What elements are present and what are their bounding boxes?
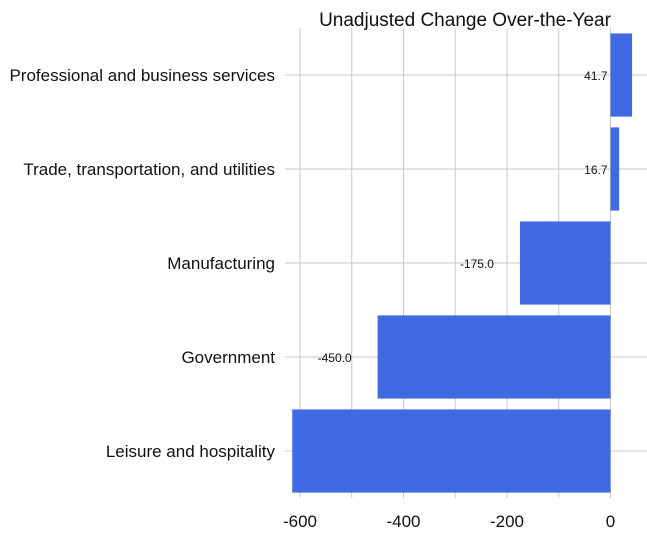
category-label: Professional and business services — [9, 66, 275, 85]
bar — [519, 221, 611, 305]
data-label: 41.7 — [584, 69, 608, 83]
x-tick-label: 0 — [606, 512, 615, 531]
category-label: Trade, transportation, and utilities — [23, 160, 275, 179]
data-label: -450.0 — [318, 351, 352, 365]
category-label: Leisure and hospitality — [106, 442, 276, 461]
x-tick-label: -400 — [386, 512, 420, 531]
category-label: Manufacturing — [167, 254, 275, 273]
x-tick-labels: -600 -400 -200 0 — [283, 512, 615, 531]
category-labels: Professional and business services Trade,… — [9, 66, 275, 461]
bar — [610, 127, 620, 211]
bar — [377, 315, 611, 399]
data-labels: 41.7 16.7 -175.0 -450.0 — [318, 69, 608, 365]
bar — [610, 33, 633, 117]
data-label: 16.7 — [584, 163, 608, 177]
data-label: -175.0 — [460, 257, 494, 271]
bars — [292, 33, 633, 493]
x-tick-label: -200 — [490, 512, 524, 531]
x-tick-label: -600 — [283, 512, 317, 531]
bar — [292, 409, 611, 493]
chart-title: Unadjusted Change Over-the-Year — [319, 10, 612, 31]
category-label: Government — [181, 348, 275, 367]
